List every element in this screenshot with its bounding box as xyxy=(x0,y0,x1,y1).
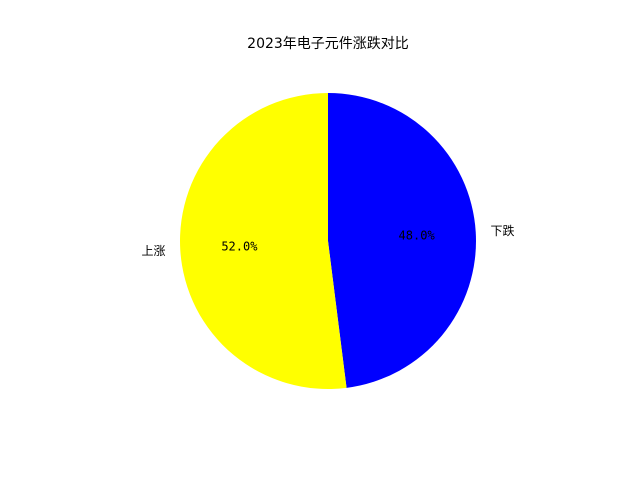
pie-slice-1 xyxy=(180,93,347,389)
slice-label-1: 上涨 xyxy=(142,243,166,258)
chart-title: 2023年电子元件涨跌对比 xyxy=(247,36,409,52)
slice-percent-1: 52.0% xyxy=(221,240,258,254)
pie-slice-0 xyxy=(328,93,477,388)
slice-label-0: 下跌 xyxy=(490,223,514,238)
pie-slices xyxy=(180,93,477,389)
slice-percent-0: 48.0% xyxy=(399,228,436,242)
pie-labels: 下跌 48.0% 上涨 52.0% xyxy=(142,223,515,258)
